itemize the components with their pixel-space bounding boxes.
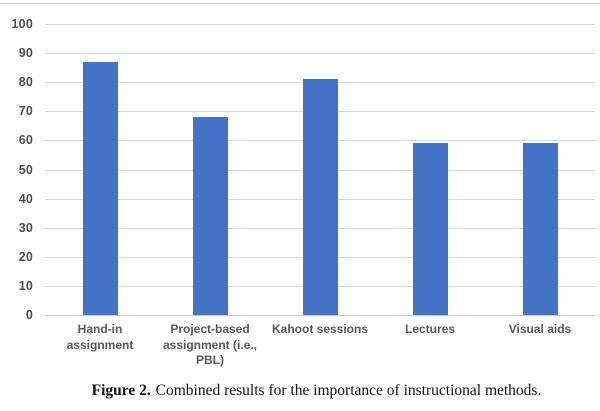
bar: [302, 79, 338, 315]
y-axis-tick-label: 70: [18, 104, 33, 119]
y-axis-tick-label: 60: [18, 133, 33, 148]
x-axis-category-label: Lectures: [404, 322, 456, 336]
y-axis-tick-label: 20: [18, 249, 33, 264]
bar: [522, 143, 558, 315]
bar: [412, 143, 448, 315]
gridline: [45, 53, 595, 55]
y-axis-tick-label: 50: [18, 162, 33, 177]
x-axis-category-label: Hand-in assignment: [66, 322, 134, 352]
y-axis-tick-label: 100: [11, 17, 33, 31]
figure-caption-text: Combined results for the importance of i…: [151, 382, 542, 399]
x-axis-category-label: Kahoot sessions: [271, 322, 369, 336]
figure-caption: Figure 2. Combined results for the impor…: [33, 381, 600, 400]
y-axis-tick-label: 0: [25, 308, 33, 322]
y-axis-tick-label: 30: [18, 220, 33, 235]
y-axis-tick-label: 80: [18, 75, 33, 90]
figure-number-label: Figure 2.: [91, 382, 151, 399]
top-border-line: [0, 3, 600, 4]
x-axis-labels: Hand-in assignment Project-based assignme…: [45, 322, 595, 372]
plot-area: [45, 24, 595, 316]
y-axis-tick-label: 10: [18, 278, 33, 293]
x-axis-category-label: Visual aids: [508, 322, 572, 336]
gridline: [45, 24, 595, 25]
bar: [192, 117, 228, 315]
y-axis-tick-label: 40: [18, 191, 33, 206]
y-axis-labels: 0 10 20 30 40 50 60 70 80 90 100: [0, 17, 35, 322]
bar: [82, 61, 118, 315]
y-axis-tick-label: 90: [18, 46, 33, 61]
x-axis-category-label: Project-based assignment (i.e., PBL): [162, 322, 258, 368]
